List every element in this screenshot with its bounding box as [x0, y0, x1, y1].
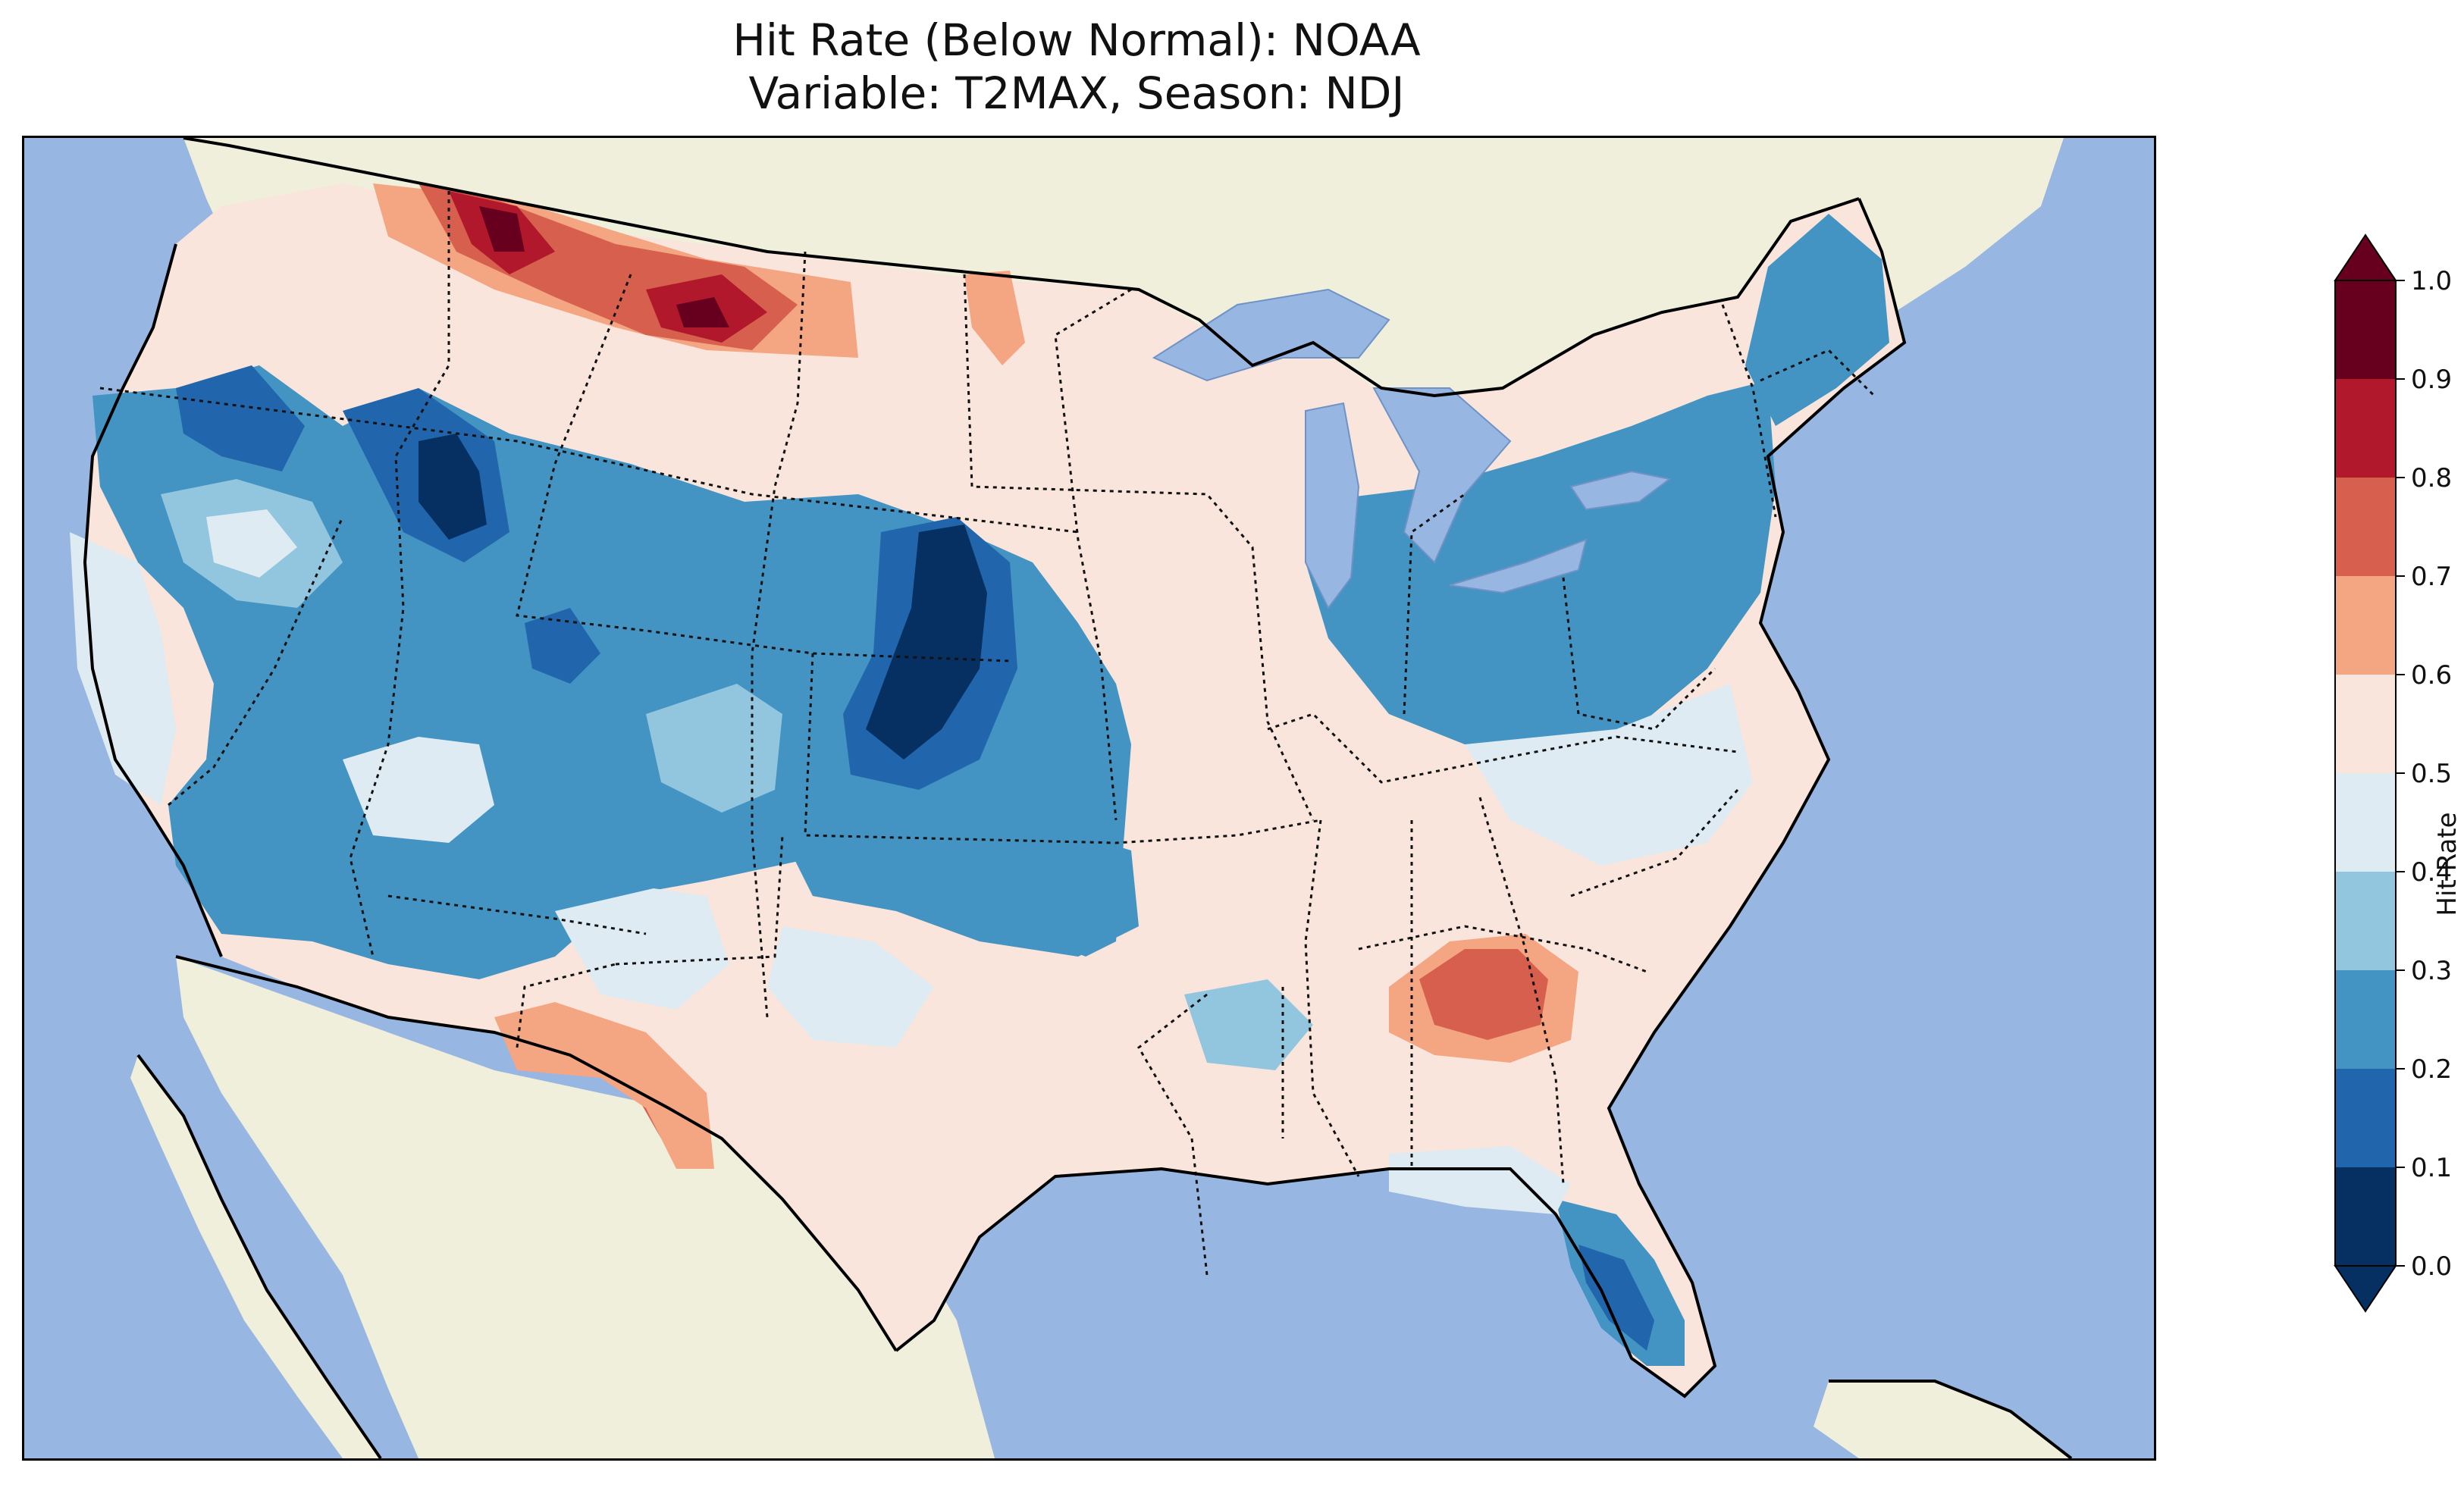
colorbar-segment — [2335, 478, 2396, 576]
colorbar-segment — [2335, 1069, 2396, 1167]
colorbar-tick-label: 0.3 — [2411, 956, 2452, 986]
land-mexico — [176, 957, 995, 1458]
region-california-pale — [70, 532, 176, 805]
colorbar-tick-label: 0.1 — [2411, 1153, 2452, 1183]
region-texas-west-pale — [767, 926, 934, 1048]
lake-michigan — [1305, 402, 1360, 609]
lake-huron — [1372, 387, 1512, 564]
colorbar-segment — [2335, 970, 2396, 1069]
colorbar-segment — [2335, 773, 2396, 872]
region-west-medium-blue — [92, 365, 1131, 979]
region-new-england-blue — [1745, 214, 1889, 426]
colorbar-label: Hit Rate — [2432, 812, 2462, 916]
land-baja — [130, 1055, 381, 1458]
colorbar-extend-max — [2334, 233, 2397, 281]
colorbar-segment — [2335, 872, 2396, 970]
title-line-1: Hit Rate (Below Normal): NOAA — [732, 14, 1421, 66]
region-nm-white — [555, 888, 729, 1010]
lake-ontario — [1569, 470, 1672, 511]
colorbar-segment — [2335, 576, 2396, 675]
chart-title: Hit Rate (Below Normal): NOAA Variable: … — [0, 14, 2153, 120]
colorbar-tick-label: 0.6 — [2411, 660, 2452, 691]
cuba-coast — [1829, 1380, 2073, 1458]
colorbar-tick-label: 0.2 — [2411, 1054, 2452, 1085]
title-line-2: Variable: T2MAX, Season: NDJ — [748, 67, 1405, 119]
colorbar-tick-label: 0.9 — [2411, 365, 2452, 395]
colorbar-tick-label: 0.0 — [2411, 1251, 2452, 1282]
region-nd-light — [964, 271, 1025, 365]
lake-superior — [1152, 288, 1390, 382]
colorbar-canvas: 0.0 0.1 0.2 0.3 0.4 0.5 0.6 0.7 0.8 0.9 1.0 — [2334, 233, 2452, 1313]
great-lakes — [1152, 288, 1672, 609]
region-nebraska-darkest — [866, 525, 987, 760]
region-nevada-white — [206, 509, 297, 578]
colorbar-tick-label: 0.8 — [2411, 463, 2452, 493]
colorbar-tick-label: 0.7 — [2411, 562, 2452, 592]
region-east-pale — [1465, 684, 1753, 866]
pacific-coast — [83, 243, 223, 957]
region-texas-light — [494, 1002, 714, 1169]
lake-erie — [1449, 538, 1588, 594]
land-cuba — [1814, 1381, 2071, 1458]
colorbar: 0.0 0.1 0.2 0.3 0.4 0.5 0.6 0.7 0.8 0.9 1.0 — [2274, 227, 2456, 1410]
colorbar-segment — [2335, 280, 2396, 379]
colorbar-tick-label: 0.4 — [2411, 857, 2452, 888]
region-gulf-coast-pale — [1389, 1146, 1571, 1214]
us-mexico-border — [175, 955, 898, 1352]
region-arkansas-pale — [1184, 979, 1313, 1070]
colorbar-segment — [2335, 379, 2396, 478]
baja-coast — [136, 1054, 382, 1458]
map-canvas — [70, 138, 2073, 1458]
colorbar-segment — [2335, 675, 2396, 773]
colorbar-tick-label: 1.0 — [2411, 266, 2452, 296]
region-oklahoma-blue — [782, 820, 1139, 957]
region-idaho-darkest — [419, 434, 487, 540]
colorbar-tick-label: 0.5 — [2411, 759, 2452, 789]
region-nm-pale — [646, 684, 782, 813]
region-montana-darkest — [479, 206, 729, 327]
region-wyoming-dark — [525, 608, 600, 684]
colorbar-extend-min — [2334, 1265, 2397, 1313]
region-utah-pale — [343, 737, 494, 843]
us-canada-border — [183, 138, 1860, 398]
region-florida-dark — [1578, 1245, 1654, 1351]
map-panel — [22, 136, 2156, 1461]
region-georgia-red — [1419, 949, 1548, 1040]
hit-rate-field — [70, 183, 1889, 1366]
colorbar-segment — [2335, 1167, 2396, 1266]
borders — [83, 138, 2073, 1458]
state-boundaries — [99, 191, 1876, 1276]
region-oregon-dark — [176, 365, 305, 471]
atlantic-gulf-coast — [895, 198, 1907, 1398]
